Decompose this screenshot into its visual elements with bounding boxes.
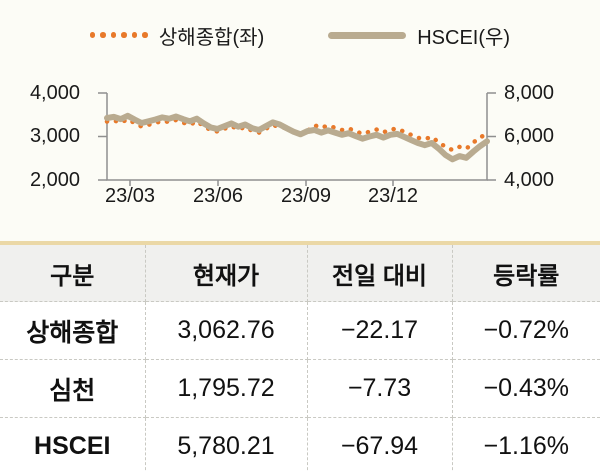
axis-frame [106, 93, 488, 181]
legend-item-hscei: HSCEI(우) [328, 21, 510, 50]
series-hscei [104, 112, 490, 163]
line-chart: 4,000 3,000 2,000 8,000 6,000 4,000 23/0… [0, 82, 600, 220]
legend-label-shanghai: 상해종합(좌) [158, 26, 265, 49]
right-axis-tick-4000: 4,000 [504, 169, 555, 191]
header-price: 현재가 [144, 245, 308, 302]
row-shenzhen-change: −7.73 [306, 359, 453, 418]
row-shanghai-name: 상해종합 [0, 301, 146, 360]
header-change: 전일 대비 [306, 245, 453, 302]
x-axis-tick-2306: 23/06 [192, 185, 244, 207]
row-hscei-name: HSCEI [0, 417, 146, 472]
axis-ticks [98, 92, 496, 186]
row-shanghai-pct: −0.72% [451, 301, 600, 360]
table-top-border [0, 241, 600, 245]
right-axis-tick-6000: 6,000 [504, 125, 555, 147]
solid-line-icon [328, 31, 407, 39]
row-shenzhen-price: 1,795.72 [144, 359, 308, 418]
chart-svg [98, 92, 496, 186]
row-shanghai-change: −22.17 [306, 301, 453, 360]
table-row: 심천 1,795.72 −7.73 −0.43% [0, 359, 600, 418]
row-hscei-pct: −1.16% [451, 417, 600, 472]
row-hscei-change: −67.94 [306, 417, 453, 472]
x-axis-tick-2303: 23/03 [104, 185, 156, 207]
legend-item-shanghai: 상해종합(좌) [89, 21, 265, 50]
left-axis-tick-2000: 2,000 [29, 169, 80, 191]
header-category: 구분 [0, 245, 146, 302]
chart-legend: 상해종합(좌) HSCEI(우) [0, 0, 600, 50]
dotted-line-icon [89, 32, 148, 38]
table-row: 상해종합 3,062.76 −22.17 −0.72% [0, 301, 600, 360]
table-header-row: 구분 현재가 전일 대비 등락률 [0, 245, 600, 302]
row-hscei-price: 5,780.21 [144, 417, 308, 472]
right-axis-tick-8000: 8,000 [504, 82, 555, 104]
header-pct: 등락률 [451, 245, 600, 302]
row-shenzhen-name: 심천 [0, 359, 146, 418]
left-axis-tick-4000: 4,000 [29, 82, 80, 104]
left-axis-tick-3000: 3,000 [29, 125, 80, 147]
series-lines [104, 112, 490, 163]
table-row: HSCEI 5,780.21 −67.94 −1.16% [0, 417, 600, 472]
x-axis-tick-2309: 23/09 [280, 185, 332, 207]
row-shenzhen-pct: −0.43% [451, 359, 600, 418]
x-axis-tick-2312: 23/12 [367, 185, 419, 207]
index-table: 구분 현재가 전일 대비 등락률 상해종합 3,062.76 −22.17 −0… [0, 245, 600, 472]
legend-label-hscei: HSCEI(우) [417, 26, 511, 49]
row-shanghai-price: 3,062.76 [144, 301, 308, 360]
